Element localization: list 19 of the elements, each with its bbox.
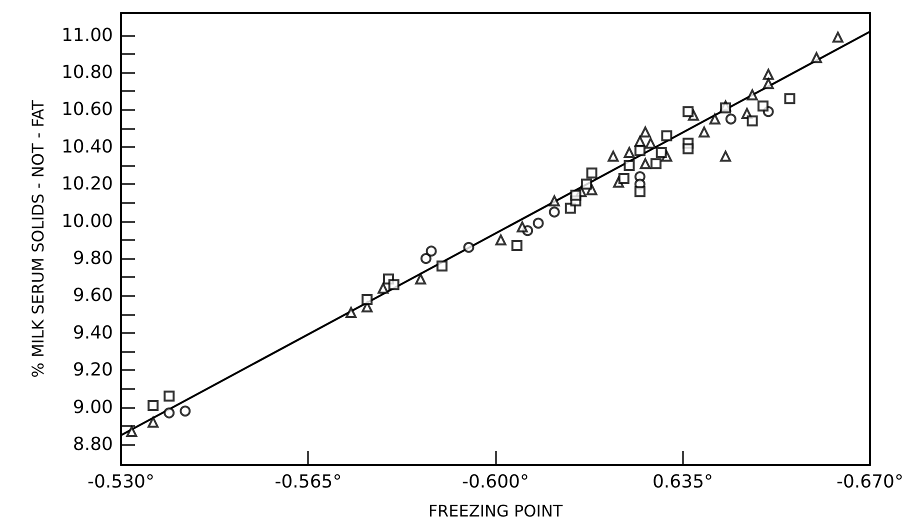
y-tick-label: 8.80 <box>72 434 113 456</box>
x-axis-title: FREEZING POINT <box>428 502 563 520</box>
y-tick-label: 10.80 <box>61 62 113 84</box>
y-tick-label: 9.00 <box>72 396 113 418</box>
y-tick-label: 10.20 <box>61 174 113 195</box>
x-tick-label: -0.530° <box>87 472 155 492</box>
y-tick-label: 10.60 <box>61 99 113 120</box>
y-tick-label: 10.00 <box>61 210 113 232</box>
y-tick-label: 11.00 <box>61 24 113 46</box>
y-tick-label: 9.20 <box>72 360 113 381</box>
x-tick-label: -0.565° <box>274 472 342 492</box>
x-tick-label: -0.670° <box>836 472 904 492</box>
y-tick-label: 9.80 <box>72 248 113 270</box>
y-tick-label: 9.60 <box>72 285 113 306</box>
y-tick-label: 10.40 <box>61 136 113 158</box>
y-axis-title: % MILK SERUM SOLIDS - NOT - FAT <box>28 100 48 378</box>
x-tick-label: -0.600° <box>462 472 530 492</box>
y-tick-label: 9.40 <box>72 322 113 344</box>
x-tick-label: 0.635° <box>652 472 714 492</box>
